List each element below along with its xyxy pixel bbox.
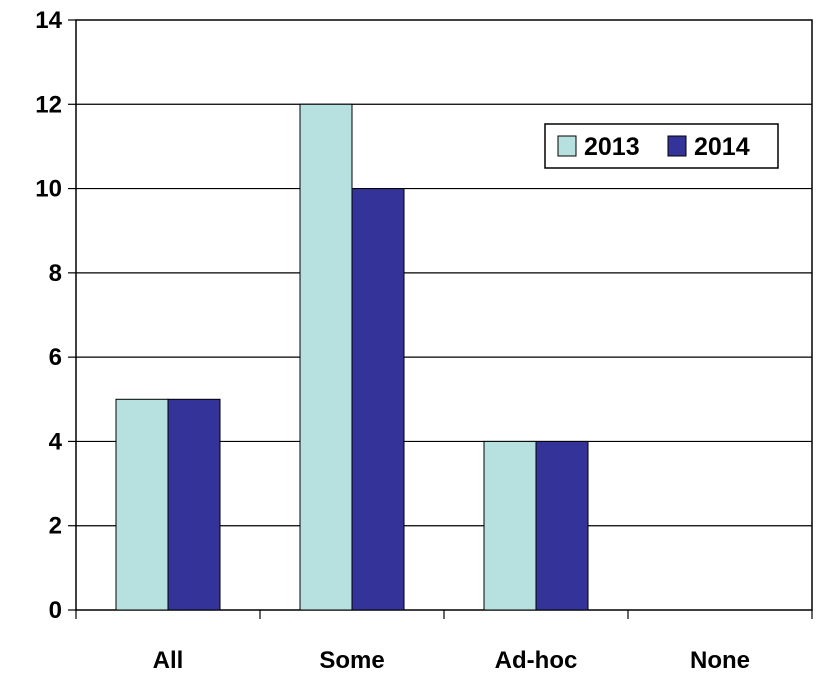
bar-2014-ad-hoc [535,440,589,611]
legend-box [544,123,779,169]
legend: 2013 2014 [544,123,779,169]
y-tick-label: 6 [49,344,62,371]
y-tick-label: 10 [35,176,62,203]
x-tick-label: Ad-hoc [495,647,578,674]
y-tick-label: 14 [35,7,62,34]
y-tick-label: 4 [49,428,63,455]
bar-2013-ad-hoc [483,440,537,611]
bar-2013-all [115,398,169,611]
bar-2014-all [167,398,221,611]
y-tick-label: 8 [49,260,62,287]
legend-swatch-2013 [557,135,577,157]
bar-2013-some [299,103,353,611]
y-tick-label: 0 [49,597,62,624]
x-tick-label: None [690,647,750,674]
bars [115,103,589,611]
y-axis: 0 2 4 6 8 10 12 14 [35,7,76,624]
x-tick-label: Some [319,647,384,674]
y-tick-label: 2 [49,513,62,540]
x-axis: All Some Ad-hoc None [75,610,813,674]
legend-label-2013: 2013 [584,133,640,161]
legend-label-2014: 2014 [694,133,750,161]
bar-2014-some [351,188,405,611]
legend-swatch-2014 [667,135,687,157]
x-tick-label: All [153,647,184,674]
y-tick-label: 12 [35,91,62,118]
